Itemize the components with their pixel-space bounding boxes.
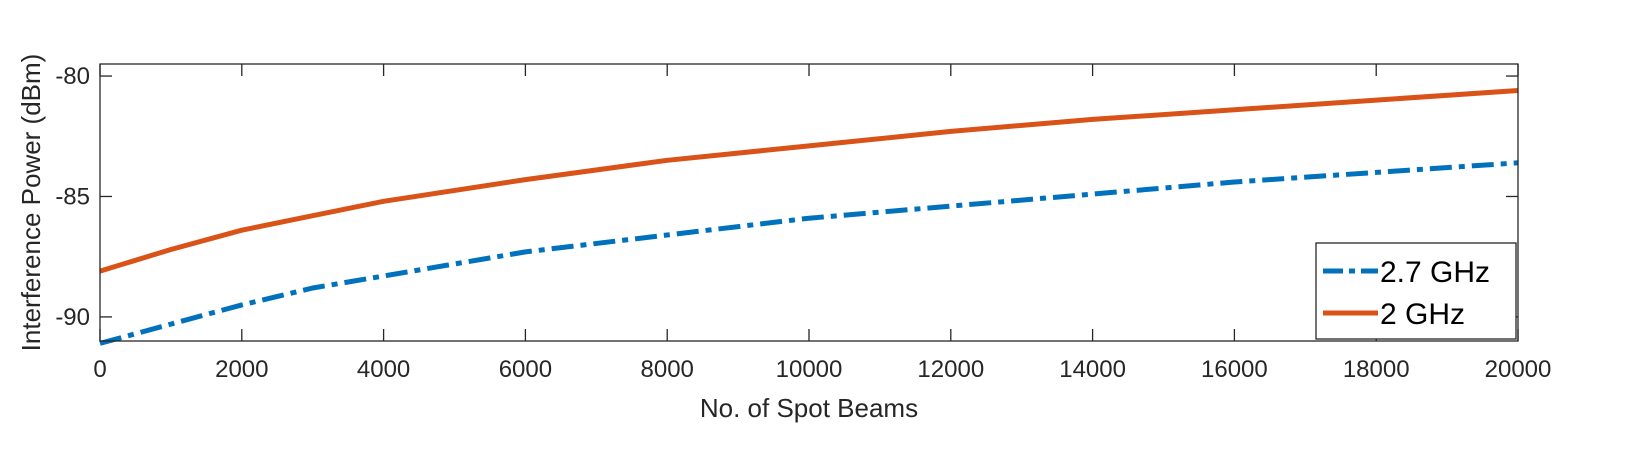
y-tick-label: -80 (55, 63, 90, 90)
x-tick-label: 18000 (1343, 356, 1410, 383)
x-tick-label: 12000 (917, 356, 984, 383)
y-tick-label: -90 (55, 304, 90, 331)
series-layer (99, 88, 1519, 346)
series-line-0 (99, 160, 1519, 346)
x-tick-label: 8000 (641, 356, 694, 383)
plot-area (100, 64, 1518, 341)
x-tick-label: 16000 (1201, 356, 1268, 383)
series-line-1 (99, 88, 1519, 274)
x-tick-label: 0 (93, 356, 106, 383)
x-tick-label: 10000 (776, 356, 843, 383)
axes-layer: 0 2000 4000 6000 8000 10000 12000 14000 16000 180… (55, 63, 1551, 383)
x-tick-label: 4000 (357, 356, 410, 383)
x-tick-label: 14000 (1059, 356, 1126, 383)
legend-label-1: 2 GHz (1380, 298, 1465, 331)
x-tick-label: 2000 (215, 356, 268, 383)
legend-box (1315, 242, 1517, 340)
x-tick-label: 6000 (499, 356, 552, 383)
y-axis-title: Interference Power (dBm) (16, 54, 46, 352)
plot-background (100, 64, 1518, 341)
y-tick-label: -85 (55, 183, 90, 210)
x-axis-title: No. of Spot Beams (700, 393, 918, 423)
legend-label-0: 2.7 GHz (1380, 256, 1490, 289)
x-tick-label: 20000 (1485, 356, 1552, 383)
legend: 2.7 GHz 2 GHz (1315, 242, 1517, 340)
